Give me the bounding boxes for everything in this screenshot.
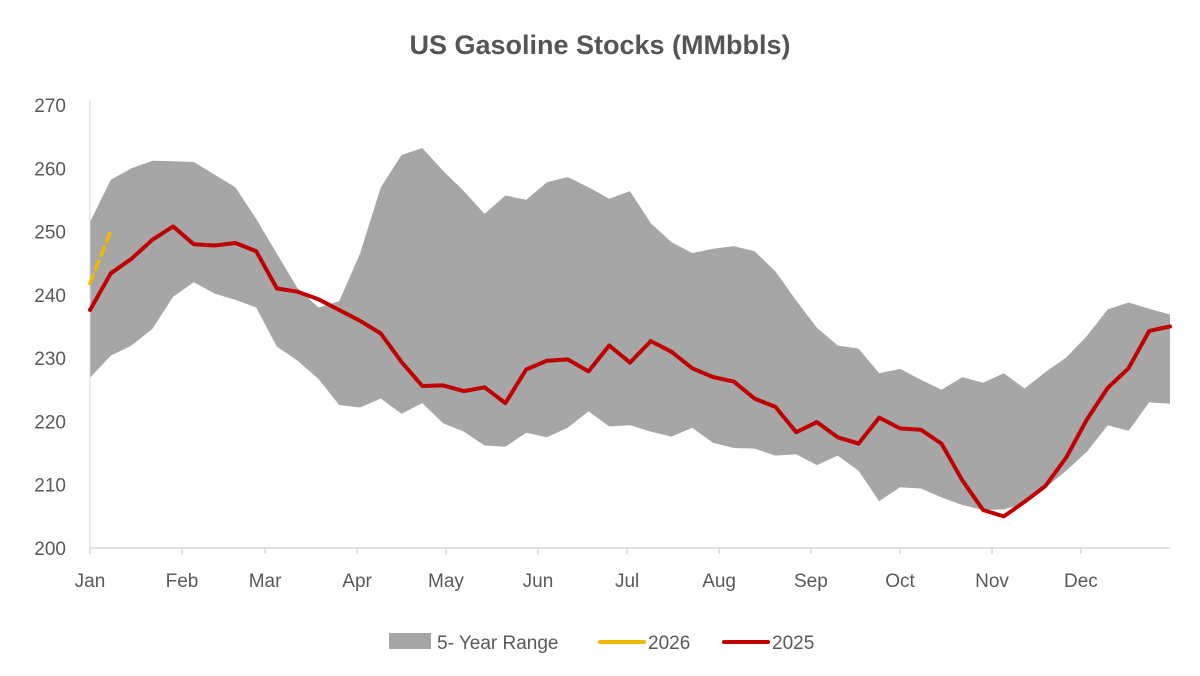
x-tick-label: Mar (249, 571, 282, 592)
legend-label-range: 5- Year Range (437, 633, 559, 654)
y-tick-label: 230 (34, 349, 66, 370)
y-tick-label: 200 (34, 539, 66, 560)
legend-label-2025: 2025 (772, 633, 814, 654)
axes-layer (89, 100, 1170, 554)
y-axis-tick-labels: 200 210 220 230 240 250 260 270 (34, 96, 66, 560)
x-tick-label: May (428, 571, 464, 592)
x-tick-label: Aug (702, 571, 736, 592)
legend: 5- Year Range 2026 2025 (389, 633, 814, 654)
series-2026-line (88, 229, 113, 286)
x-axis-tick-labels: Jan Feb Mar Apr May Jun Jul Aug Sep Oct Nov Dec (75, 571, 1098, 592)
x-tick-label: Nov (975, 571, 1009, 592)
x-tick-label: Dec (1064, 571, 1098, 592)
five-year-range-area (90, 148, 1170, 510)
legend-swatch-range (389, 633, 431, 649)
y-tick-label: 260 (34, 159, 66, 180)
x-tick-label: Jun (523, 571, 554, 592)
chart-title: US Gasoline Stocks (MMbbls) (409, 30, 790, 60)
x-tick-label: Feb (166, 571, 199, 592)
series-layer (88, 224, 1172, 519)
x-tick-label: Jul (615, 571, 639, 592)
x-tick-label: Oct (885, 571, 915, 592)
y-tick-label: 250 (34, 223, 66, 244)
y-tick-label: 210 (34, 476, 66, 497)
x-tick-label: Jan (75, 571, 106, 592)
x-tick-label: Sep (794, 571, 828, 592)
x-tick-label: Apr (342, 571, 372, 592)
y-tick-label: 220 (34, 412, 66, 433)
legend-label-2026: 2026 (648, 633, 690, 654)
series-2025-line (88, 224, 1172, 519)
five-year-range-layer (90, 148, 1170, 510)
y-tick-label: 270 (34, 96, 66, 117)
y-tick-label: 240 (34, 286, 66, 307)
